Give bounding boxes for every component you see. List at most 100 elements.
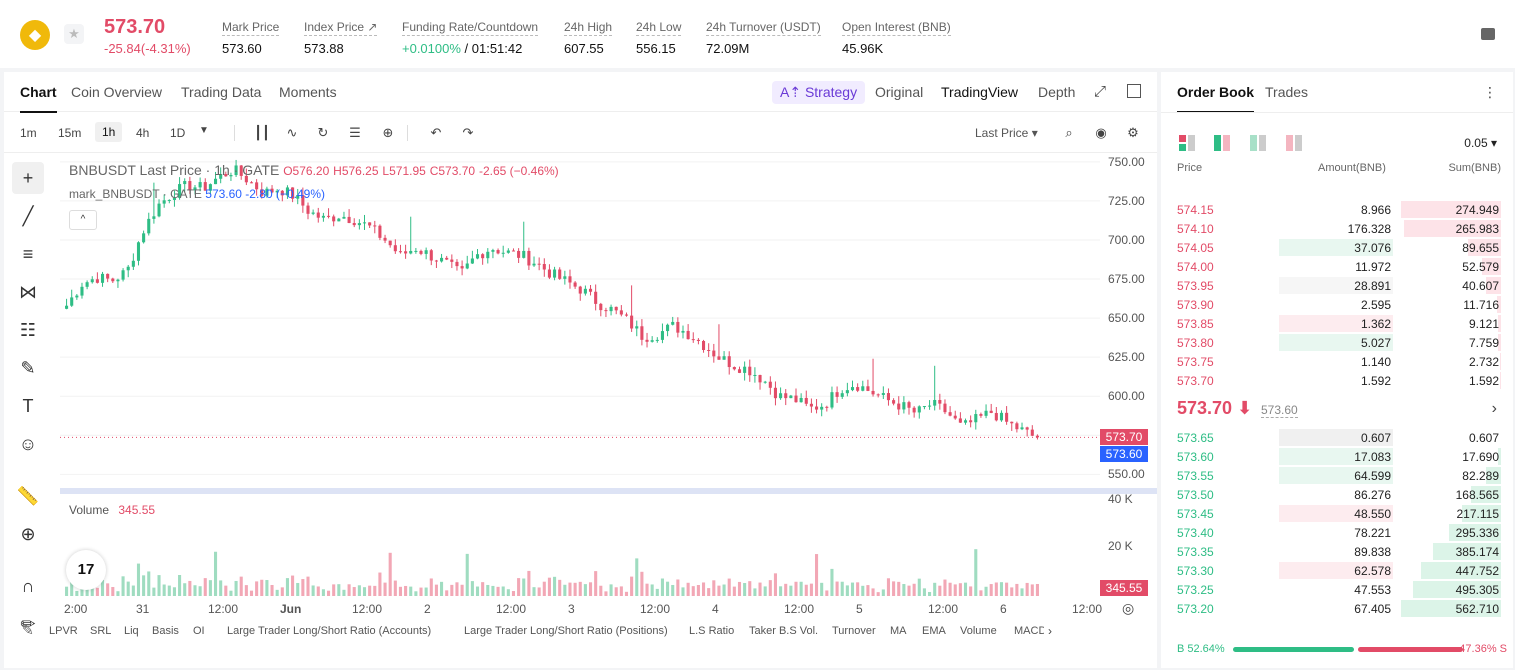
horizontal-lines-icon[interactable]: ≡ [22, 243, 34, 264]
indicator-item[interactable]: Volume [960, 625, 997, 637]
magnet-icon[interactable]: ∩ [21, 575, 35, 596]
precision-select[interactable]: 0.05 ▾ [1464, 136, 1497, 150]
candle [517, 250, 521, 258]
text-icon[interactable]: T [22, 395, 34, 416]
view-original[interactable]: Original [875, 84, 924, 100]
chevron-down-icon[interactable]: ▼ [199, 125, 209, 136]
candle [373, 225, 377, 227]
candle-type-icon[interactable]: ┃┃ [254, 125, 270, 140]
interval-1m[interactable]: 1m [20, 126, 37, 140]
view-both-icon[interactable] [1179, 135, 1195, 151]
interval-15m[interactable]: 15m [58, 126, 82, 140]
pencil-lock-icon[interactable]: ✏ [20, 613, 36, 634]
price-source-select[interactable]: Last Price ▾ [975, 126, 1038, 140]
indicator-item[interactable]: L.S Ratio [689, 625, 735, 637]
ask-row[interactable]: 574.05 37.076 89.655 [1161, 238, 1501, 257]
bid-row[interactable]: 573.20 67.405 562.710 [1161, 599, 1501, 618]
bid-row[interactable]: 573.45 48.550 217.115 [1161, 504, 1501, 523]
brush-icon[interactable]: ✎ [20, 357, 36, 378]
indicator-item[interactable]: MA [890, 625, 907, 637]
window-icon[interactable] [1127, 84, 1141, 98]
favorite-star-icon[interactable]: ★ [64, 24, 84, 44]
bid-row[interactable]: 573.35 89.838 385.174 [1161, 542, 1501, 561]
ask-row[interactable]: 574.00 11.972 52.579 [1161, 257, 1501, 276]
indicator-item[interactable]: OI [193, 625, 205, 637]
tab-order-book[interactable]: Order Book [1177, 84, 1255, 113]
tradingview-logo-icon[interactable]: 17 [66, 550, 106, 590]
bid-row[interactable]: 573.25 47.553 495.305 [1161, 580, 1501, 599]
price-axis[interactable]: 750.00 725.00 700.00 675.00 650.00 625.00 600.… [1100, 154, 1157, 594]
indicator-item[interactable]: LPVR [49, 625, 78, 637]
ask-row[interactable]: 573.80 5.027 7.759 [1161, 333, 1501, 352]
crosshair-icon[interactable]: + [12, 162, 44, 194]
more-icon[interactable]: ⋮ [1483, 84, 1497, 100]
indicator-item[interactable]: Basis [152, 625, 179, 637]
indicator-item[interactable]: Taker B.S Vol. [749, 625, 819, 637]
bid-row[interactable]: 573.60 17.083 17.690 [1161, 447, 1501, 466]
indicator-item[interactable]: Large Trader Long/Short Ratio (Accounts) [227, 625, 432, 637]
ask-row[interactable]: 573.95 28.891 40.607 [1161, 276, 1501, 295]
zoom-in-icon[interactable]: ⊕ [20, 523, 36, 544]
settings-target-icon[interactable]: ◎ [1122, 600, 1135, 616]
interval-1d[interactable]: 1D [170, 126, 186, 140]
tab-trading-data[interactable]: Trading Data [181, 84, 262, 100]
stat-mark-price[interactable]: Mark Price 573.60 [222, 18, 280, 56]
emoji-icon[interactable]: ☺ [18, 433, 38, 454]
indicator-item[interactable]: Turnover [832, 625, 876, 637]
fib-icon[interactable]: ☷ [19, 319, 37, 340]
view-bids-icon[interactable] [1250, 135, 1266, 151]
chevron-right-icon[interactable]: › [1491, 400, 1497, 417]
replay-icon[interactable]: ↻ [317, 125, 329, 140]
trendline-icon[interactable]: ╱ [22, 205, 34, 226]
pattern-icon[interactable]: ⋈ [19, 281, 37, 302]
fullscreen-icon[interactable]: ⤢ [1094, 83, 1107, 100]
legend-collapse-button[interactable]: ^ [69, 210, 97, 230]
book-icon[interactable] [1481, 28, 1495, 40]
indicators-icon[interactable]: ∿ [286, 125, 298, 140]
strategy-button[interactable]: A⇡ Strategy [772, 81, 866, 104]
view-depth-icon[interactable] [1286, 135, 1302, 151]
candle [825, 406, 829, 408]
indicator-item[interactable]: MACD [1014, 625, 1044, 637]
stat-index-price[interactable]: Index Price ↗ 573.88 [304, 18, 378, 56]
camera-icon[interactable]: ◉ [1095, 125, 1107, 140]
tab-chart[interactable]: Chart [20, 84, 57, 113]
indicator-item[interactable]: SRL [90, 625, 112, 637]
ask-row[interactable]: 573.70 1.592 1.592 [1161, 371, 1501, 390]
search-icon[interactable]: ⌕ [1065, 125, 1073, 140]
view-asks-icon[interactable] [1214, 135, 1230, 151]
bid-row[interactable]: 573.30 62.578 447.752 [1161, 561, 1501, 580]
edit-icon[interactable]: ✎ [22, 622, 34, 638]
redo-icon[interactable]: ↷ [462, 125, 474, 140]
tab-coin-overview[interactable]: Coin Overview [71, 84, 163, 100]
pane-separator[interactable] [60, 488, 1157, 494]
undo-icon[interactable]: ↶ [430, 125, 442, 140]
ask-row[interactable]: 573.75 1.140 2.732 [1161, 352, 1501, 371]
time-axis[interactable]: 2:00 31 12:00 Jun 12:00 2 12:00 3 12:00 4 12:00 5 12… [60, 600, 1102, 620]
ruler-icon[interactable]: 📏 [16, 485, 40, 506]
tab-trades[interactable]: Trades [1265, 84, 1309, 100]
candlestick-chart[interactable] [60, 154, 1100, 490]
interval-4h[interactable]: 4h [136, 126, 150, 140]
stat-funding-rate[interactable]: Funding Rate/Countdown +0.0100% / 01:51:… [402, 18, 539, 56]
chevron-right-icon[interactable]: › [1048, 624, 1052, 638]
indicator-item[interactable]: Liq [124, 625, 139, 637]
templates-icon[interactable]: ☰ [349, 125, 361, 140]
ask-row[interactable]: 573.90 2.595 11.716 [1161, 295, 1501, 314]
bid-row[interactable]: 573.50 86.276 168.565 [1161, 485, 1501, 504]
bid-row[interactable]: 573.65 0.607 0.607 [1161, 428, 1501, 447]
indicator-item[interactable]: EMA [922, 625, 946, 637]
ask-row[interactable]: 574.15 8.966 274.949 [1161, 200, 1501, 219]
view-tradingview[interactable]: TradingView [941, 84, 1019, 100]
tab-moments[interactable]: Moments [279, 84, 337, 100]
ask-row[interactable]: 574.10 176.328 265.983 [1161, 219, 1501, 238]
bid-row[interactable]: 573.40 78.221 295.336 [1161, 523, 1501, 542]
ask-row[interactable]: 573.85 1.362 9.121 [1161, 314, 1501, 333]
view-depth[interactable]: Depth [1038, 84, 1076, 100]
bid-row[interactable]: 573.55 64.599 82.289 [1161, 466, 1501, 485]
candle [280, 190, 284, 196]
add-icon[interactable]: ⊕ [382, 125, 394, 140]
interval-1h[interactable]: 1h [95, 122, 123, 142]
indicator-item[interactable]: Large Trader Long/Short Ratio (Positions… [464, 625, 668, 637]
gear-icon[interactable]: ⚙ [1127, 125, 1139, 140]
